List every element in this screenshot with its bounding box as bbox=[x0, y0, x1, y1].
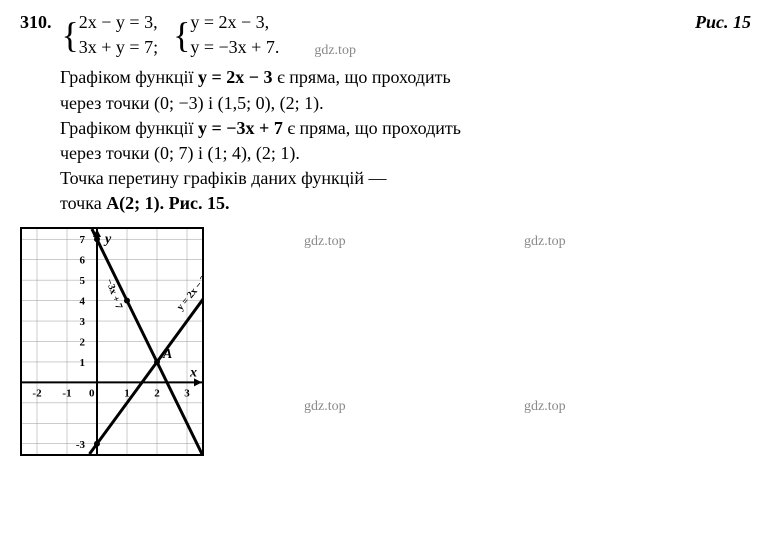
problem-header: 310. { 2x − y = 3, 3x + y = 7; { y = 2x … bbox=[20, 10, 751, 60]
brace-icon: { bbox=[173, 21, 190, 50]
svg-text:1: 1 bbox=[124, 387, 130, 399]
svg-text:2: 2 bbox=[80, 336, 86, 348]
text-line-4: через точки (0; 7) і (1; 4), (2; 1). bbox=[60, 141, 751, 166]
svg-text:7: 7 bbox=[80, 234, 86, 246]
sys2-eq1: y = 2x − 3, bbox=[190, 10, 279, 35]
svg-text:−3x + 7: −3x + 7 bbox=[103, 277, 124, 310]
solution-text: Графіком функції y = 2x − 3 є пряма, що … bbox=[60, 65, 751, 216]
text-line-5: Точка перетину графіків даних функцій — bbox=[60, 166, 751, 191]
sys2-eq2: y = −3x + 7. bbox=[190, 35, 279, 60]
brace-icon: { bbox=[62, 21, 79, 50]
svg-text:-3: -3 bbox=[76, 438, 86, 450]
sys1-eq2: 3x + y = 7; bbox=[79, 35, 158, 60]
svg-text:-1: -1 bbox=[62, 387, 71, 399]
watermark: gdz.top bbox=[304, 232, 346, 252]
graph-svg: 1234567-3-2-11230yxAy = 2x − 3−3x + 7 bbox=[22, 229, 202, 454]
watermark: gdz.top bbox=[304, 397, 346, 417]
figure-label: Рис. 15 bbox=[695, 10, 751, 35]
equation-systems: { 2x − y = 3, 3x + y = 7; { y = 2x − 3, … bbox=[62, 10, 356, 60]
text-line-1: Графіком функції y = 2x − 3 є пряма, що … bbox=[60, 65, 751, 90]
svg-text:5: 5 bbox=[80, 275, 86, 287]
svg-text:x: x bbox=[189, 365, 197, 380]
text-line-6: точка A(2; 1). Рис. 15. bbox=[60, 191, 751, 216]
svg-text:4: 4 bbox=[80, 295, 86, 307]
watermarks-area: gdz.top gdz.top gdz.top gdz.top bbox=[204, 217, 751, 442]
text-line-3: Графіком функції y = −3x + 7 є пряма, що… bbox=[60, 116, 751, 141]
watermark: gdz.top bbox=[524, 397, 566, 417]
watermark: gdz.top bbox=[314, 41, 356, 61]
svg-text:3: 3 bbox=[80, 316, 86, 328]
svg-text:1: 1 bbox=[80, 356, 86, 368]
watermark: gdz.top bbox=[524, 232, 566, 252]
text-line-2: через точки (0; −3) і (1,5; 0), (2; 1). bbox=[60, 91, 751, 116]
svg-text:3: 3 bbox=[184, 387, 190, 399]
problem-number: 310. bbox=[20, 10, 52, 60]
svg-text:A: A bbox=[162, 346, 172, 361]
sys1-eq1: 2x − y = 3, bbox=[79, 10, 158, 35]
svg-text:2: 2 bbox=[154, 387, 160, 399]
svg-text:-2: -2 bbox=[32, 387, 42, 399]
svg-text:y: y bbox=[103, 232, 112, 247]
svg-text:6: 6 bbox=[80, 254, 86, 266]
svg-text:0: 0 bbox=[89, 387, 95, 399]
graph: 1234567-3-2-11230yxAy = 2x − 3−3x + 7 bbox=[20, 227, 204, 456]
